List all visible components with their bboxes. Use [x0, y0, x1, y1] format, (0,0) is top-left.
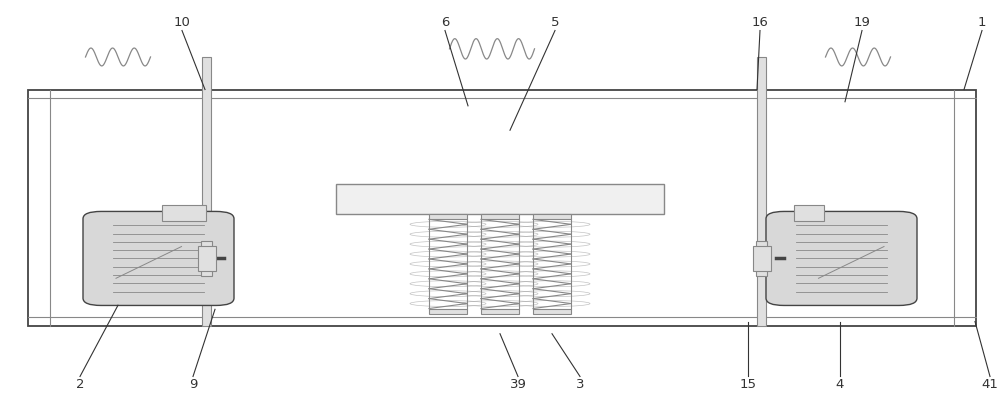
Text: 2: 2 — [76, 378, 84, 391]
Bar — [756, 241, 767, 276]
Text: 3: 3 — [576, 378, 584, 391]
Text: 9: 9 — [189, 378, 197, 391]
Text: 41: 41 — [982, 378, 998, 391]
Bar — [336, 184, 664, 214]
Text: 19: 19 — [854, 16, 870, 29]
Text: 4: 4 — [836, 378, 844, 391]
FancyBboxPatch shape — [83, 212, 234, 305]
Bar — [481, 309, 519, 314]
FancyBboxPatch shape — [766, 212, 917, 305]
Text: 5: 5 — [551, 16, 559, 29]
Text: 1: 1 — [978, 16, 986, 29]
Text: 39: 39 — [510, 378, 526, 391]
Bar — [198, 246, 216, 271]
Bar — [481, 214, 519, 219]
Bar — [533, 309, 571, 314]
Bar — [429, 309, 467, 314]
Bar — [753, 246, 770, 271]
Bar — [794, 205, 824, 221]
Bar — [162, 205, 206, 221]
Text: 16: 16 — [752, 16, 768, 29]
Bar — [757, 57, 766, 326]
Text: 10: 10 — [174, 16, 190, 29]
Bar — [201, 241, 212, 276]
Bar — [202, 57, 211, 326]
Bar — [28, 90, 976, 326]
Text: 6: 6 — [441, 16, 449, 29]
Bar — [429, 214, 467, 219]
Text: 15: 15 — [740, 378, 757, 391]
Bar — [533, 214, 571, 219]
